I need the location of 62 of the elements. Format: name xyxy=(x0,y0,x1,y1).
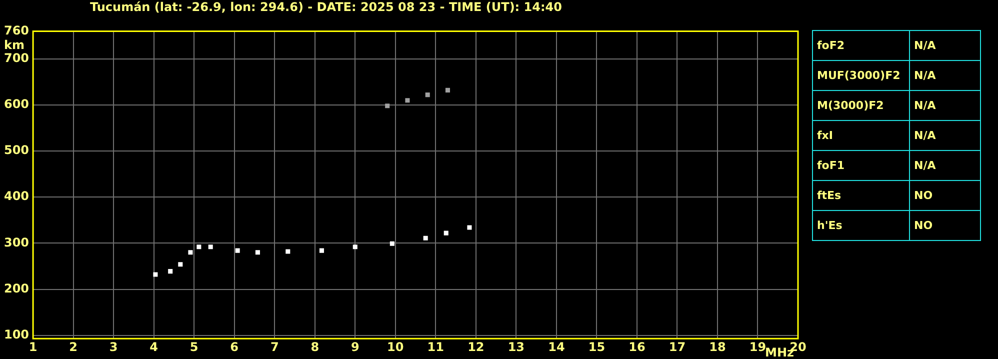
point xyxy=(168,269,173,274)
x-tick-label: 3 xyxy=(109,340,118,354)
text: N/A xyxy=(910,30,980,60)
text: MUF(3000)F2 xyxy=(812,60,910,90)
point xyxy=(390,241,394,246)
point xyxy=(467,225,472,230)
point xyxy=(444,230,448,236)
point xyxy=(208,244,213,250)
text: ftEs xyxy=(812,180,910,210)
x-tick-label: 8 xyxy=(310,340,320,354)
point xyxy=(405,98,410,103)
x-tick-label: 4 xyxy=(150,340,158,354)
y-tick-label: 300 xyxy=(4,235,30,250)
text: NO xyxy=(910,180,980,210)
text: h'Es xyxy=(812,210,910,240)
point xyxy=(255,250,260,255)
x-tick-label: 15 xyxy=(588,340,606,354)
text: N/A xyxy=(910,150,980,180)
text: fxI xyxy=(812,120,910,150)
text: N/A xyxy=(910,120,980,150)
y-tick-label: 100 xyxy=(4,328,30,342)
point xyxy=(188,250,193,255)
point xyxy=(425,92,430,98)
chart-title: Tucumán (lat: -26.9, lon: 294.6) - DATE: 2025 08 23 - TIME (UT): 14:40 xyxy=(90,0,562,14)
x-tick-label: 1 xyxy=(28,340,38,354)
point xyxy=(385,104,390,108)
y-tick-label: 500 xyxy=(4,143,30,158)
text: M(3000)F2 xyxy=(812,90,910,120)
x-tick-label: 19 xyxy=(749,340,766,354)
x-tick-label: 9 xyxy=(350,340,360,354)
point xyxy=(445,88,450,92)
y-tick-label: 600 xyxy=(4,97,30,112)
x-tick-label: 16 xyxy=(628,340,646,354)
x-tick-label: 7 xyxy=(270,340,279,354)
y-tick-label: 760 xyxy=(4,23,30,38)
y-axis-title: km xyxy=(4,38,24,52)
x-tick-label: 17 xyxy=(668,340,686,354)
x-tick-label: 14 xyxy=(548,340,565,354)
x-tick-label: 11 xyxy=(427,340,444,354)
point xyxy=(286,249,290,254)
x-tick-label: 5 xyxy=(190,340,198,354)
text: N/A xyxy=(910,60,980,90)
text: foF1 xyxy=(812,150,910,180)
y-tick-label: 400 xyxy=(4,189,30,204)
x-tick-label: 13 xyxy=(508,340,525,354)
point xyxy=(178,262,183,267)
y-tick-label: 700 xyxy=(4,50,30,65)
point xyxy=(423,236,428,240)
point xyxy=(352,244,358,250)
x-tick-label: 2 xyxy=(69,340,78,354)
x-tick-label: 10 xyxy=(387,340,404,354)
x-tick-label: 6 xyxy=(230,340,239,354)
text: N/A xyxy=(910,90,980,120)
x-tick-label: 18 xyxy=(709,340,726,354)
text: foF2 xyxy=(812,30,910,60)
x-tick-label: 12 xyxy=(468,340,484,354)
y-tick-label: 200 xyxy=(4,281,30,296)
point xyxy=(319,248,324,253)
point xyxy=(196,244,202,250)
point xyxy=(235,248,240,253)
point xyxy=(153,272,158,277)
text: NO xyxy=(910,210,980,240)
